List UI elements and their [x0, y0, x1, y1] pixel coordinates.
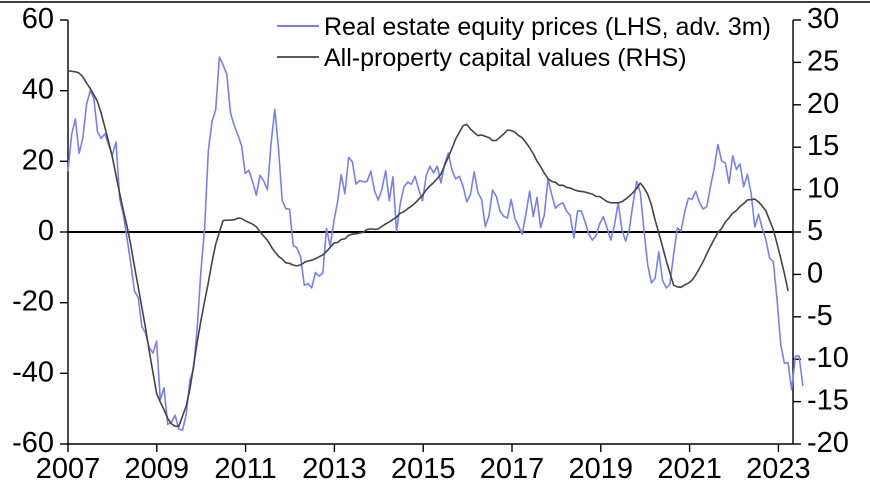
svg-text:-40: -40	[12, 356, 54, 388]
svg-text:40: 40	[22, 74, 54, 106]
svg-text:2017: 2017	[480, 453, 545, 485]
svg-text:0: 0	[38, 215, 54, 247]
svg-text:-15: -15	[807, 385, 849, 417]
svg-text:All-property capital values (R: All-property capital values (RHS)	[324, 44, 687, 72]
svg-text:-5: -5	[807, 300, 833, 332]
svg-text:2011: 2011	[214, 453, 276, 485]
svg-text:2023: 2023	[746, 453, 811, 485]
svg-text:15: 15	[807, 130, 839, 162]
svg-text:-20: -20	[12, 286, 54, 318]
svg-text:20: 20	[807, 88, 839, 120]
svg-text:20: 20	[22, 144, 54, 176]
svg-text:-20: -20	[807, 427, 849, 459]
svg-text:2009: 2009	[125, 453, 190, 485]
svg-text:Real estate equity prices (LHS: Real estate equity prices (LHS, adv. 3m)	[324, 13, 771, 41]
svg-text:5: 5	[807, 215, 823, 247]
svg-text:2007: 2007	[36, 453, 101, 485]
svg-text:25: 25	[807, 45, 839, 77]
svg-text:2013: 2013	[302, 453, 367, 485]
svg-text:-10: -10	[807, 342, 849, 374]
svg-text:30: 30	[807, 3, 839, 35]
svg-text:10: 10	[807, 173, 839, 205]
svg-text:2019: 2019	[569, 453, 634, 485]
svg-text:60: 60	[22, 3, 54, 35]
svg-text:0: 0	[807, 257, 823, 289]
svg-text:2021: 2021	[657, 453, 722, 485]
svg-text:2015: 2015	[391, 453, 456, 485]
